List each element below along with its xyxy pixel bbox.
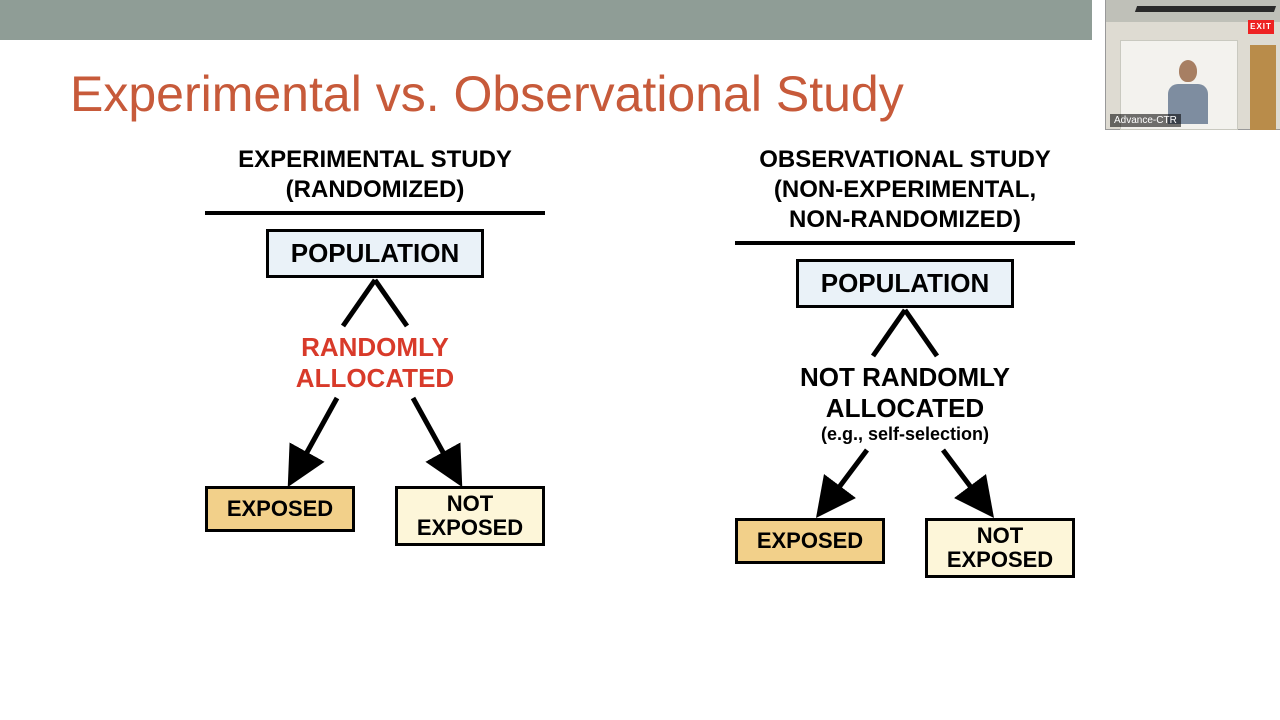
- exposed-box: EXPOSED: [205, 486, 355, 532]
- observational-column: OBSERVATIONAL STUDY (NON-EXPERIMENTAL, N…: [695, 145, 1115, 720]
- split-lines: [225, 278, 525, 328]
- split-lines: [755, 308, 1055, 358]
- not-line1: NOT: [447, 492, 493, 516]
- not-line2: EXPOSED: [947, 548, 1053, 572]
- not-line1: NOT: [977, 524, 1023, 548]
- webcam-label: Advance-CTR: [1110, 114, 1181, 127]
- heading-main: EXPERIMENTAL STUDY: [238, 145, 512, 175]
- heading-sub1: (NON-EXPERIMENTAL,: [759, 175, 1051, 205]
- outcome-row: EXPOSED NOT EXPOSED: [735, 518, 1075, 578]
- not-exposed-box: NOT EXPOSED: [925, 518, 1075, 578]
- rule-line: [205, 211, 545, 215]
- heading-sub: (RANDOMIZED): [238, 175, 512, 205]
- exposed-box: EXPOSED: [735, 518, 885, 564]
- heading-main: OBSERVATIONAL STUDY: [759, 145, 1051, 175]
- experimental-heading: EXPERIMENTAL STUDY (RANDOMIZED): [238, 145, 512, 205]
- not-line2: EXPOSED: [417, 516, 523, 540]
- observational-heading: OBSERVATIONAL STUDY (NON-EXPERIMENTAL, N…: [759, 145, 1051, 235]
- experimental-column: EXPERIMENTAL STUDY (RANDOMIZED) POPULATI…: [165, 145, 585, 720]
- slide-title: Experimental vs. Observational Study: [70, 65, 904, 123]
- mid-line1: RANDOMLY: [296, 332, 454, 363]
- heading-sub2: NON-RANDOMIZED): [759, 205, 1051, 235]
- not-exposed-box: NOT EXPOSED: [395, 486, 545, 546]
- diagram: EXPERIMENTAL STUDY (RANDOMIZED) POPULATI…: [0, 145, 1280, 720]
- top-bar: [0, 0, 1092, 40]
- exit-sign: EXIT: [1248, 20, 1274, 34]
- webcam-thumbnail: EXIT Advance-CTR: [1105, 0, 1280, 130]
- allocation-label: RANDOMLY ALLOCATED: [296, 332, 454, 394]
- population-box: POPULATION: [796, 259, 1015, 308]
- rule-line: [735, 241, 1075, 245]
- arrow-lines: [755, 448, 1055, 518]
- mid-line2: ALLOCATED: [296, 363, 454, 394]
- allocation-label: NOT RANDOMLY ALLOCATED (e.g., self-selec…: [800, 362, 1010, 446]
- arrow-lines: [225, 396, 525, 486]
- mid-line1: NOT RANDOMLY: [800, 362, 1010, 393]
- outcome-row: EXPOSED NOT EXPOSED: [205, 486, 545, 546]
- mid-line2: ALLOCATED: [800, 393, 1010, 424]
- population-box: POPULATION: [266, 229, 485, 278]
- mid-note: (e.g., self-selection): [800, 424, 1010, 446]
